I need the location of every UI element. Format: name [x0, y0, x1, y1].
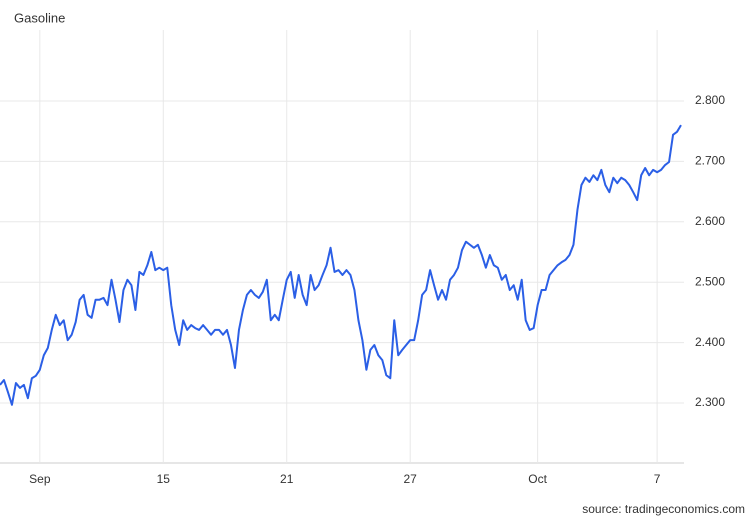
- chart-title: Gasoline: [14, 10, 65, 25]
- y-tick-label: 2.400: [695, 335, 725, 349]
- x-tick-label: Sep: [29, 472, 51, 486]
- y-tick-label: 2.600: [695, 214, 725, 228]
- x-tick-label: Oct: [528, 472, 547, 486]
- x-tick-label: 21: [280, 472, 294, 486]
- y-tick-label: 2.500: [695, 274, 725, 288]
- x-tick-label: 27: [404, 472, 418, 486]
- y-tick-label: 2.700: [695, 154, 725, 168]
- price-line: [0, 124, 682, 406]
- x-tick-label: 7: [654, 472, 661, 486]
- y-tick-label: 2.800: [695, 93, 725, 107]
- y-tick-label: 2.300: [695, 395, 725, 409]
- x-tick-label: 15: [157, 472, 171, 486]
- source: source: tradingeconomics.com: [582, 502, 745, 516]
